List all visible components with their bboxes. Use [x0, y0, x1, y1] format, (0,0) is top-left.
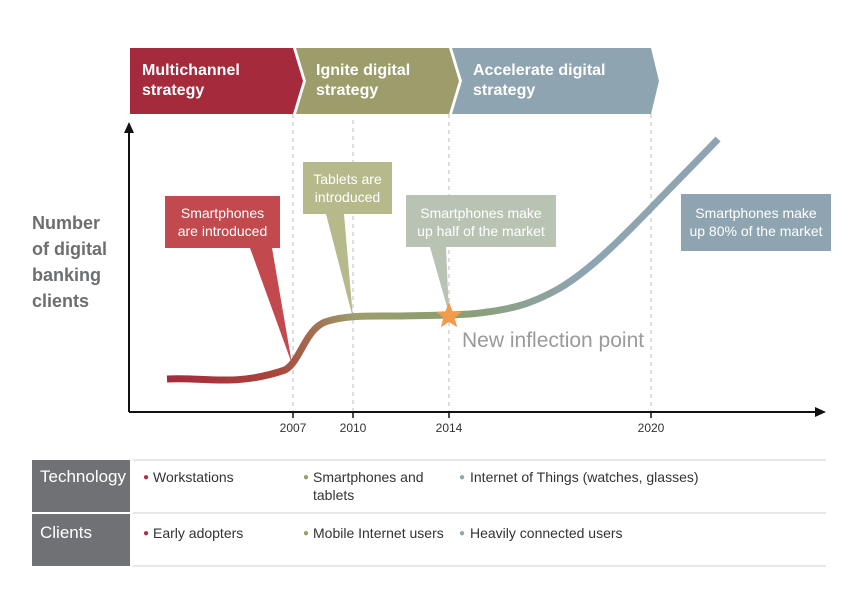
cell-tech-3: Internet of Things (watches, glasses)	[470, 469, 699, 485]
callout-box-80-market	[681, 194, 831, 251]
callout-pointer-smartphones-introduced	[250, 248, 292, 364]
callout-smartphones-introduced: Smartphones are introduced	[177, 205, 268, 239]
callout-pointer-half-market	[430, 247, 449, 314]
y-axis-arrow	[124, 122, 134, 133]
row-header-clients: Clients	[32, 514, 130, 566]
year-label-2007: 2007	[279, 421, 307, 435]
bullet-clients-3: ●	[459, 528, 466, 539]
bullet-clients-2: ●	[303, 528, 310, 539]
bullet-tech-3: ●	[459, 472, 466, 483]
cell-tech-1: Workstations	[153, 469, 234, 485]
bullet-tech-1: ●	[143, 472, 150, 483]
cell-clients-3: Heavily connected users	[470, 525, 623, 541]
bullet-tech-2: ●	[303, 472, 310, 483]
year-label-2020: 2020	[637, 421, 665, 435]
callout-tablets-introduced: Tablets are introduced	[313, 171, 382, 205]
phase-banner-accelerate	[452, 48, 659, 114]
callout-pointer-tablets-introduced	[326, 214, 353, 318]
cell-tech-2: Smartphones and tablets	[313, 469, 424, 503]
callout-half-market: Smartphones make up half of the market	[417, 205, 545, 239]
y-axis-title: Number of digital banking clients	[32, 213, 107, 311]
row-header-technology: Technology	[32, 460, 130, 512]
x-axis-arrow	[815, 407, 826, 417]
callout-box-tablets-introduced	[303, 162, 392, 214]
cell-clients-2: Mobile Internet users	[313, 525, 444, 541]
year-label-2014: 2014	[435, 421, 463, 435]
callout-box-half-market	[406, 195, 556, 247]
callout-box-smartphones-introduced	[165, 196, 280, 248]
bullet-clients-1: ●	[143, 528, 150, 539]
inflection-star-icon	[435, 302, 463, 328]
phase-banner-ignite	[296, 48, 459, 114]
inflection-label: New inflection point	[462, 329, 645, 352]
year-label-2010: 2010	[339, 421, 367, 435]
phase-label-multichannel: Multichannel strategy	[142, 62, 240, 99]
callout-80-market: Smartphones make up 80% of the market	[689, 205, 823, 239]
cell-clients-1: Early adopters	[153, 525, 244, 541]
phase-label-ignite: Ignite digital strategy	[316, 62, 411, 99]
phase-banner-multichannel	[130, 48, 303, 114]
phase-label-accelerate: Accelerate digital strategy	[473, 62, 606, 99]
